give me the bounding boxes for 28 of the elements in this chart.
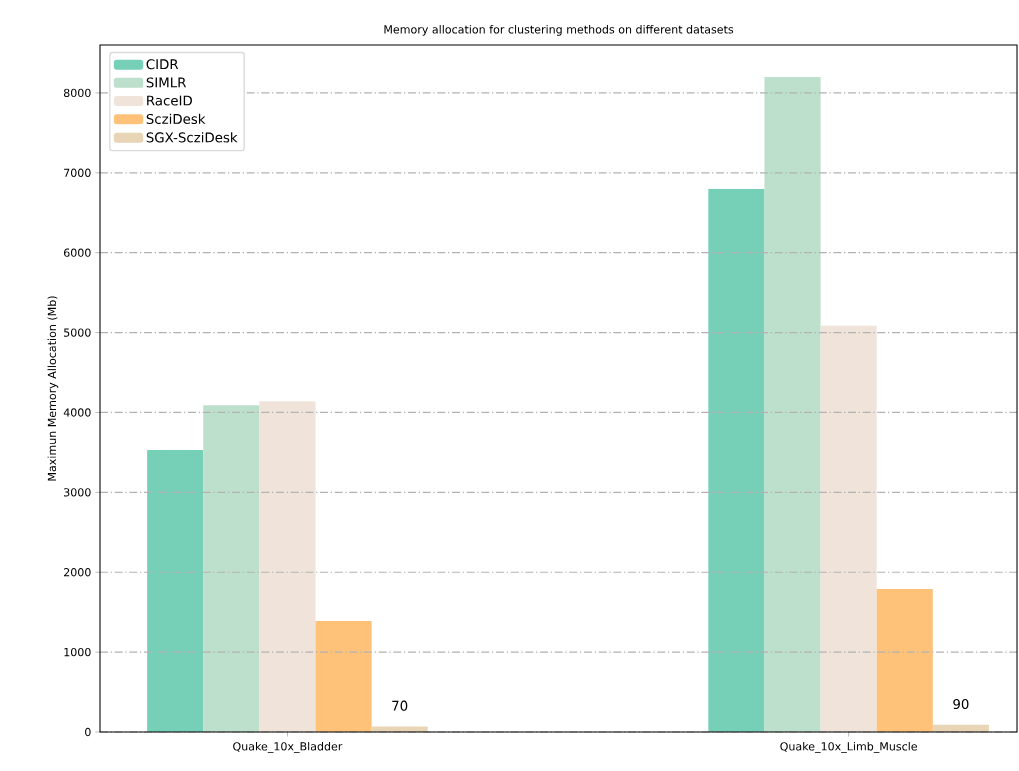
legend-label: SGX-ScziDesk: [146, 132, 238, 143]
legend-label: ScziDesk: [146, 113, 206, 125]
legend-label: RaceID: [147, 95, 192, 106]
x-tick-label: Quake_10x_Limb_Muscle: [780, 741, 918, 753]
y-tick-label: 7000: [64, 168, 91, 177]
y-axis-title: Maximun Memory Allocation (Mb): [47, 296, 59, 481]
legend-label: SIMLR: [146, 77, 187, 88]
y-tick-label: 0: [85, 727, 91, 737]
bar: [708, 188, 765, 732]
bar: [203, 405, 260, 732]
bar: [876, 589, 933, 732]
y-tick-label: 1000: [64, 647, 91, 657]
y-tick-label: 5000: [64, 328, 91, 337]
bar: [147, 450, 204, 732]
x-tick-label: Quake_10x_Bladder: [233, 741, 343, 753]
y-tick-label: 6000: [63, 248, 91, 257]
bar: [259, 401, 316, 732]
y-tick-label: 8000: [63, 88, 91, 98]
data-label: 90: [953, 698, 969, 710]
y-tick-label: 4000: [63, 408, 91, 417]
bar: [764, 76, 821, 732]
chart-title: Memory allocation for clustering methods on different datasets: [384, 25, 734, 36]
bar: [315, 620, 372, 732]
data-label: 70: [392, 700, 408, 711]
y-tick-label: 2000: [64, 568, 91, 577]
legend-label: CIDR: [146, 59, 179, 70]
y-tick-label: 3000: [64, 488, 91, 497]
bar: [820, 325, 877, 732]
